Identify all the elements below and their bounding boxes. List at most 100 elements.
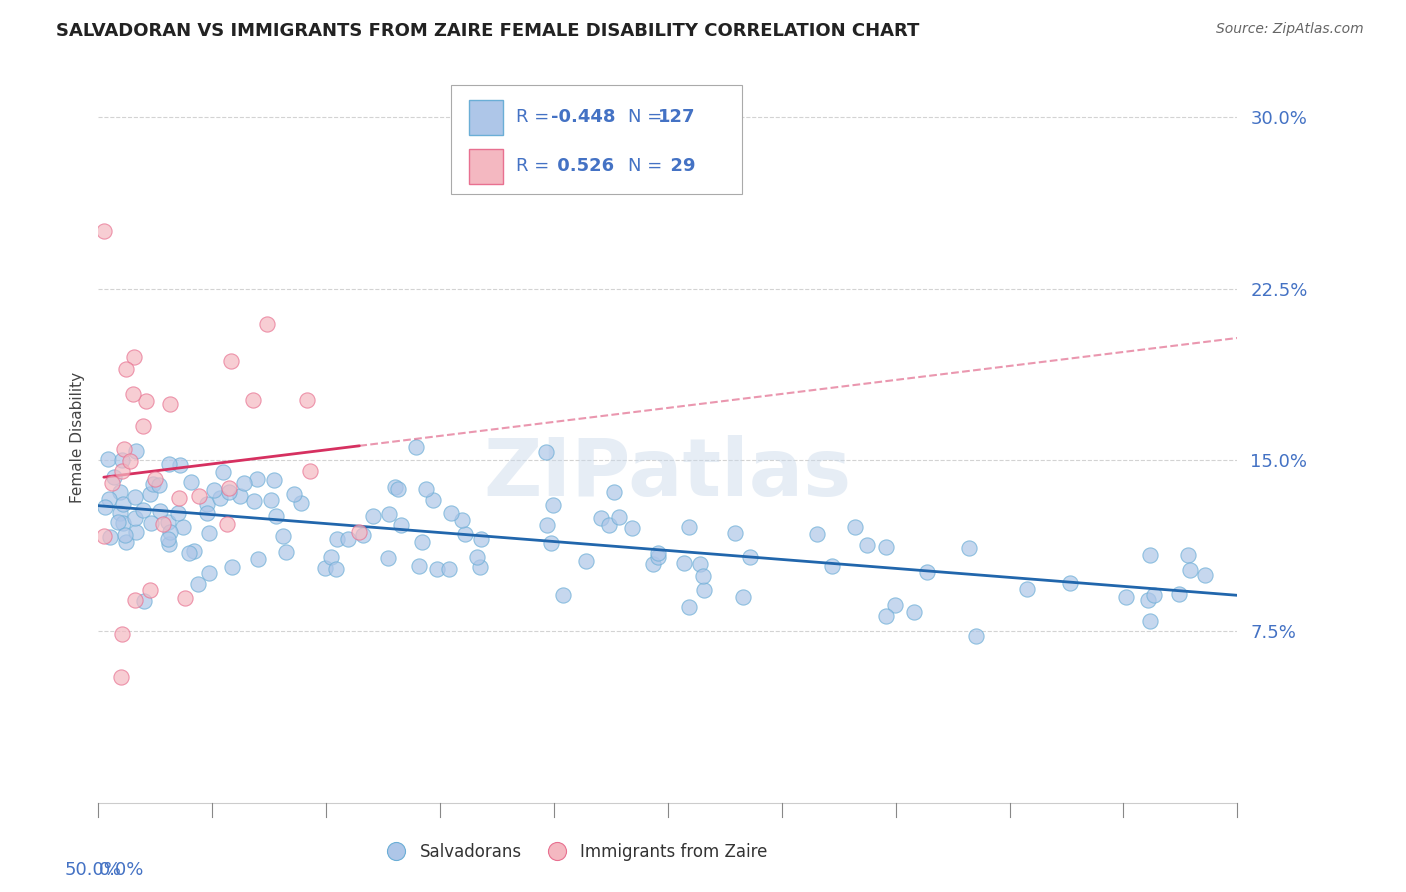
Point bbox=[740, 549, 762, 564]
Legend: Salvadorans, Immigrants from Zaire: Salvadorans, Immigrants from Zaire bbox=[380, 836, 773, 868]
Point bbox=[93, 224, 115, 238]
Point bbox=[166, 506, 188, 520]
Point bbox=[647, 550, 669, 565]
Point bbox=[1143, 588, 1166, 602]
Point bbox=[1059, 576, 1081, 591]
Point bbox=[167, 491, 190, 505]
Point bbox=[266, 508, 288, 523]
Point bbox=[603, 484, 626, 499]
Point bbox=[121, 387, 143, 401]
Point bbox=[1177, 548, 1199, 562]
Point bbox=[256, 317, 278, 331]
Point bbox=[159, 524, 181, 539]
Point bbox=[378, 507, 401, 521]
Point bbox=[325, 562, 347, 576]
FancyBboxPatch shape bbox=[468, 149, 503, 184]
Point bbox=[437, 562, 460, 576]
Point bbox=[470, 532, 492, 546]
Point bbox=[1017, 582, 1039, 597]
Point bbox=[124, 491, 146, 505]
Point bbox=[263, 473, 285, 487]
Point bbox=[884, 599, 907, 613]
Point bbox=[94, 500, 117, 514]
Point bbox=[875, 609, 897, 624]
Point bbox=[1136, 592, 1159, 607]
Point bbox=[607, 509, 630, 524]
Point bbox=[314, 561, 336, 575]
Text: SALVADORAN VS IMMIGRANTS FROM ZAIRE FEMALE DISABILITY CORRELATION CHART: SALVADORAN VS IMMIGRANTS FROM ZAIRE FEMA… bbox=[56, 22, 920, 40]
Point bbox=[195, 497, 218, 511]
Point bbox=[620, 521, 643, 535]
Text: 0.526: 0.526 bbox=[551, 158, 613, 176]
Point bbox=[389, 518, 412, 533]
Point bbox=[114, 527, 136, 541]
Point bbox=[965, 629, 987, 643]
Point bbox=[98, 530, 121, 544]
Point bbox=[426, 562, 449, 576]
Y-axis label: Female Disability: Female Disability bbox=[69, 371, 84, 503]
Point bbox=[957, 541, 980, 555]
Point bbox=[187, 489, 209, 503]
Text: Source: ZipAtlas.com: Source: ZipAtlas.com bbox=[1216, 22, 1364, 37]
Point bbox=[246, 551, 269, 566]
Point bbox=[159, 397, 181, 411]
Point bbox=[229, 489, 252, 503]
Text: ZIPatlas: ZIPatlas bbox=[484, 434, 852, 513]
Point bbox=[575, 554, 598, 568]
Point bbox=[299, 464, 322, 478]
Point bbox=[110, 453, 132, 467]
Point bbox=[139, 583, 162, 598]
Point bbox=[195, 506, 218, 520]
Point bbox=[465, 550, 488, 565]
Point bbox=[806, 527, 828, 541]
Point bbox=[468, 559, 491, 574]
Text: 0.0%: 0.0% bbox=[98, 862, 143, 880]
Text: 50.0%: 50.0% bbox=[65, 862, 121, 880]
Point bbox=[97, 452, 120, 467]
Point bbox=[187, 577, 209, 591]
Point bbox=[440, 506, 463, 520]
Point bbox=[139, 487, 162, 501]
Point bbox=[124, 350, 146, 364]
Point bbox=[641, 557, 664, 571]
Point bbox=[408, 559, 430, 574]
Point bbox=[221, 560, 243, 574]
Point bbox=[689, 558, 711, 572]
FancyBboxPatch shape bbox=[468, 100, 503, 135]
Point bbox=[536, 517, 558, 532]
Point bbox=[276, 545, 298, 559]
Point bbox=[108, 506, 131, 520]
Text: R =: R = bbox=[516, 109, 550, 127]
Point bbox=[844, 519, 866, 533]
Point bbox=[290, 496, 312, 510]
Point bbox=[209, 491, 232, 506]
Point bbox=[337, 533, 360, 547]
Point bbox=[260, 493, 283, 508]
Point bbox=[1115, 590, 1137, 604]
Point bbox=[647, 546, 669, 560]
Point bbox=[108, 485, 131, 500]
Point bbox=[678, 520, 700, 534]
Point bbox=[112, 442, 135, 456]
Point bbox=[1194, 567, 1216, 582]
Point bbox=[915, 566, 938, 580]
Point bbox=[93, 529, 115, 543]
Point bbox=[110, 670, 132, 684]
Point bbox=[145, 472, 167, 486]
Text: N =: N = bbox=[628, 109, 662, 127]
Point bbox=[242, 393, 264, 408]
Point bbox=[125, 443, 148, 458]
Point bbox=[903, 605, 925, 619]
Point bbox=[1167, 587, 1189, 601]
Point bbox=[326, 533, 349, 547]
Point bbox=[132, 418, 155, 433]
Point bbox=[363, 508, 385, 523]
Point bbox=[541, 498, 564, 512]
Point bbox=[215, 517, 238, 532]
Point bbox=[218, 485, 240, 500]
Point bbox=[405, 440, 427, 454]
Point bbox=[271, 529, 294, 543]
Point bbox=[678, 600, 700, 615]
FancyBboxPatch shape bbox=[451, 86, 742, 194]
Point bbox=[415, 482, 437, 496]
